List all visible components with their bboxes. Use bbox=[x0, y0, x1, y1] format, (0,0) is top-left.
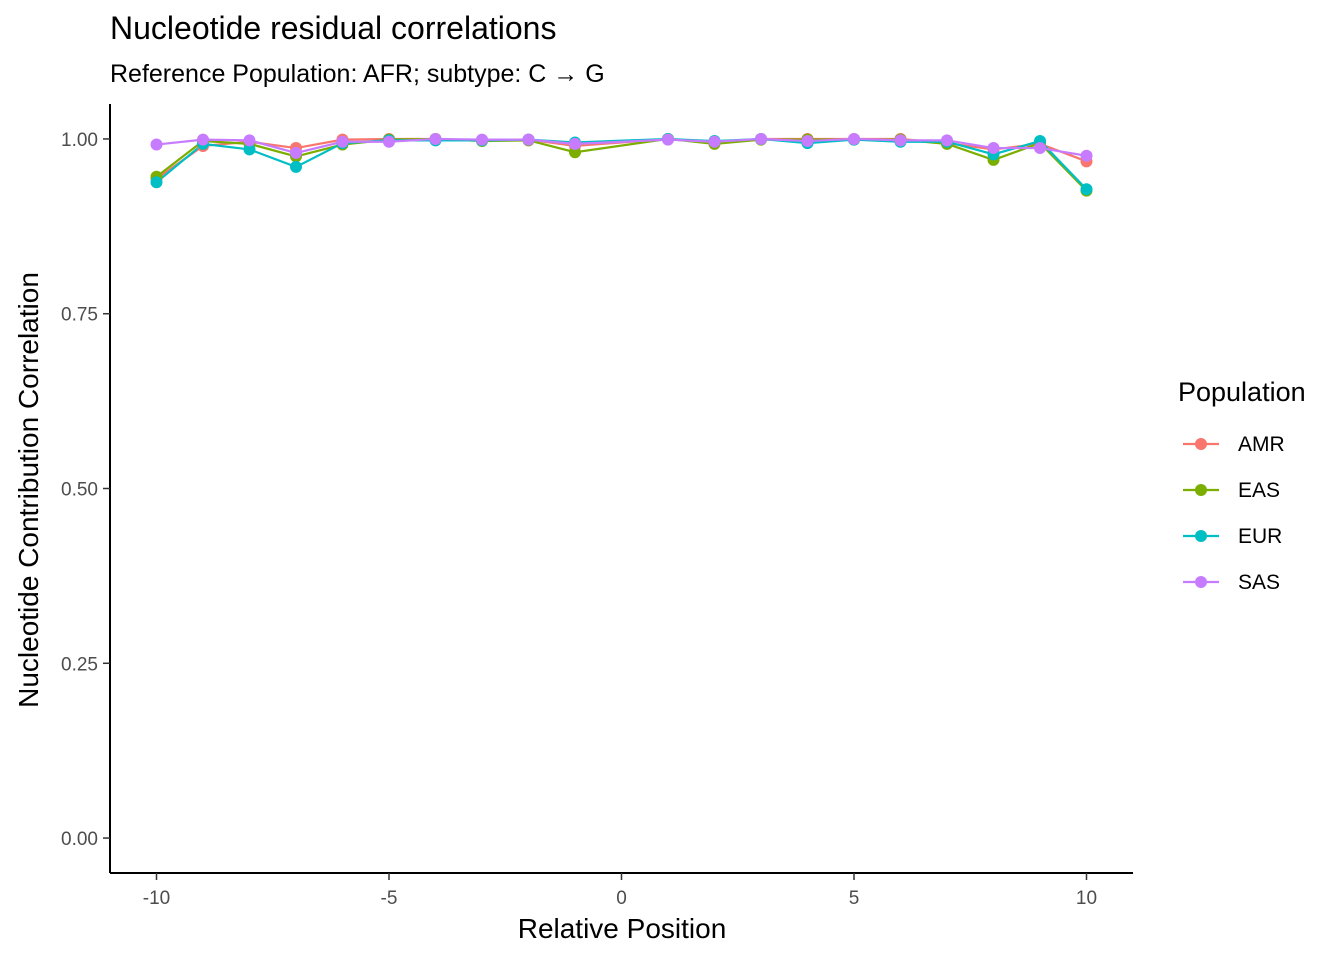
series-line-eas bbox=[155, 137, 1088, 192]
legend-key-point bbox=[1195, 484, 1207, 496]
data-point-eur bbox=[1080, 183, 1093, 196]
data-point-eur bbox=[150, 176, 163, 189]
y-axis-title: Nucleotide Contribution Correlation bbox=[13, 272, 44, 708]
legend: Population AMR EAS EUR SAS bbox=[1178, 377, 1306, 594]
y-tick-label: 0.50 bbox=[61, 480, 98, 501]
legend-item-sas: SAS bbox=[1183, 571, 1280, 594]
data-point-sas bbox=[894, 134, 907, 147]
data-point-sas bbox=[848, 132, 860, 145]
data-point-sas bbox=[801, 135, 814, 148]
legend-label: SAS bbox=[1238, 571, 1280, 594]
data-point-sas bbox=[941, 134, 953, 147]
x-tick-label: 0 bbox=[616, 888, 627, 909]
data-point-sas bbox=[662, 133, 674, 146]
legend-key-point bbox=[1195, 438, 1207, 450]
data-point-sas bbox=[476, 133, 488, 146]
data-point-sas bbox=[290, 146, 302, 159]
legend-key-point bbox=[1195, 530, 1207, 542]
data-point-sas bbox=[336, 135, 349, 148]
y-tick-label: 0.00 bbox=[61, 829, 98, 850]
data-point-eur bbox=[243, 143, 256, 156]
x-tick-label: 10 bbox=[1076, 888, 1097, 909]
data-point-sas bbox=[150, 138, 163, 151]
legend-item-eas: EAS bbox=[1183, 479, 1280, 502]
series-points bbox=[150, 132, 1093, 197]
y-tick-label: 0.75 bbox=[61, 305, 98, 326]
data-point-sas bbox=[429, 132, 442, 145]
x-tick-label: -5 bbox=[381, 888, 398, 909]
data-point-sas bbox=[569, 137, 581, 150]
data-point-eur bbox=[290, 160, 302, 173]
data-point-sas bbox=[987, 142, 1000, 155]
legend-label: EUR bbox=[1238, 525, 1282, 548]
data-point-sas bbox=[383, 135, 395, 148]
axes: 0.00 0.25 0.50 0.75 1.00 -10 -5 0 5 10 bbox=[61, 104, 1133, 909]
data-point-sas bbox=[755, 132, 767, 145]
legend-items: AMR EAS EUR SAS bbox=[1183, 433, 1285, 594]
data-point-sas bbox=[1080, 149, 1093, 162]
data-point-sas bbox=[197, 133, 209, 146]
x-tick-label: 5 bbox=[849, 888, 860, 909]
data-point-sas bbox=[708, 135, 721, 148]
chart-subtitle: Reference Population: AFR; subtype: C → … bbox=[110, 60, 605, 88]
legend-label: AMR bbox=[1238, 433, 1285, 456]
x-tick-label: -10 bbox=[143, 888, 170, 909]
chart-title: Nucleotide residual correlations bbox=[110, 10, 557, 46]
y-tick-label: 0.25 bbox=[61, 654, 98, 675]
series-line-sas bbox=[156, 137, 1087, 157]
legend-title: Population bbox=[1178, 377, 1306, 407]
legend-item-eur: EUR bbox=[1183, 525, 1282, 548]
y-tick-label: 1.00 bbox=[61, 130, 98, 151]
data-point-sas bbox=[243, 134, 256, 147]
legend-item-amr: AMR bbox=[1183, 433, 1285, 456]
data-point-sas bbox=[1034, 142, 1046, 155]
legend-label: EAS bbox=[1238, 479, 1280, 502]
x-axis-title: Relative Position bbox=[518, 913, 727, 944]
data-point-eas bbox=[569, 146, 581, 159]
legend-key-point bbox=[1195, 576, 1207, 588]
series-lines bbox=[155, 137, 1088, 192]
data-point-sas bbox=[522, 133, 535, 146]
